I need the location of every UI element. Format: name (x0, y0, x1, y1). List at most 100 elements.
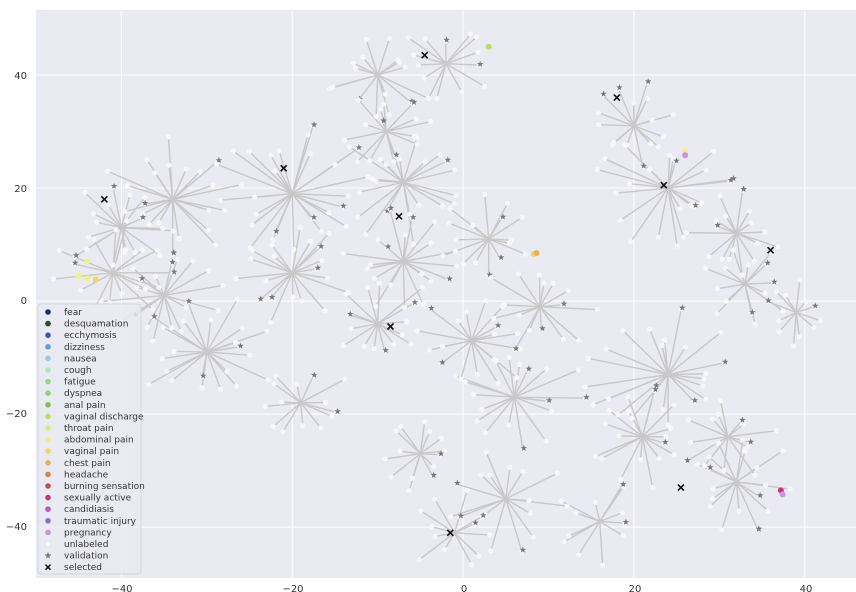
cluster-spoke (112, 186, 123, 228)
cluster-spoke (484, 498, 507, 515)
unlabeled-point (453, 263, 459, 269)
cluster-spoke (107, 170, 173, 200)
cluster-spoke (454, 532, 480, 557)
cluster-spoke (402, 181, 443, 207)
validation-point (747, 438, 754, 445)
cluster-spoke (167, 136, 174, 200)
cluster-spoke (490, 498, 507, 552)
cluster-spoke (357, 74, 379, 101)
unlabeled-point (105, 202, 111, 208)
cluster-spoke (292, 193, 343, 208)
unlabeled-point (343, 223, 349, 229)
legend-marker (45, 436, 51, 443)
cluster-spoke (539, 306, 580, 342)
unlabeled-point (308, 238, 314, 244)
cluster-spoke (84, 191, 122, 229)
y-tick-label: −40 (6, 522, 27, 533)
cluster-spoke (453, 490, 468, 533)
legend-label: chest pain (64, 459, 111, 469)
unlabeled-point (600, 562, 606, 568)
validation-point (707, 463, 714, 471)
cluster-spoke (727, 436, 748, 448)
unlabeled-point (550, 281, 556, 287)
cluster-spoke (736, 232, 778, 248)
validation-point (409, 213, 417, 220)
cluster-spoke (513, 368, 547, 398)
cluster-spoke (273, 383, 302, 404)
cluster-spoke (248, 151, 293, 195)
cluster-spoke (419, 431, 431, 454)
cluster-spoke (419, 453, 435, 467)
legend-label: candidiasis (64, 505, 114, 515)
cluster-spoke (291, 147, 359, 195)
cluster-spoke (259, 272, 293, 301)
unlabeled-point (715, 411, 721, 417)
cluster-spoke (735, 190, 744, 234)
cluster-spoke (390, 261, 404, 286)
unlabeled-point (342, 376, 348, 382)
cluster-spoke (424, 38, 447, 65)
cluster-spoke (598, 123, 634, 127)
cluster-spoke (724, 267, 746, 285)
unlabeled-point (307, 151, 313, 157)
unlabeled-point (265, 377, 271, 383)
cluster-spoke (96, 221, 122, 229)
cluster-spoke (704, 436, 729, 467)
cluster-spoke (365, 39, 379, 76)
cluster-spoke (148, 198, 174, 225)
unlabeled-point (110, 262, 116, 268)
cluster-spoke (688, 419, 729, 438)
unlabeled-point (150, 307, 156, 313)
cluster-spoke (641, 436, 654, 488)
unlabeled-point (139, 247, 145, 253)
cluster-spoke (172, 198, 210, 211)
unlabeled-point (647, 167, 653, 173)
unlabeled-point (660, 407, 666, 413)
unlabeled-point (356, 97, 362, 103)
cluster-spoke (667, 373, 703, 387)
unlabeled-point (318, 425, 324, 431)
unlabeled-point (239, 325, 245, 331)
unlabeled-point (421, 75, 427, 81)
unlabeled-point (620, 328, 626, 334)
cluster-spoke (399, 450, 421, 455)
cluster-spoke (206, 298, 238, 353)
unlabeled-point (474, 371, 480, 377)
cluster-spoke (163, 294, 187, 308)
validation-point (620, 480, 627, 487)
unlabeled-point (606, 396, 612, 402)
cluster-spoke (631, 374, 669, 419)
cluster-spoke (667, 158, 675, 189)
cluster-spoke (442, 238, 489, 257)
validation-point (560, 300, 568, 307)
unlabeled-point (452, 167, 458, 173)
legend-entry: fear (45, 308, 82, 318)
cluster-spoke (727, 430, 777, 438)
cluster-spoke (386, 120, 431, 133)
unlabeled-point (122, 209, 128, 215)
unlabeled-point (765, 508, 771, 514)
legend-label: dizziness (64, 343, 105, 353)
unlabeled-point (703, 167, 709, 173)
unlabeled-point (440, 203, 446, 209)
cluster-spoke (662, 374, 669, 410)
unlabeled-point (592, 499, 598, 505)
cluster-spoke (668, 372, 706, 376)
cluster-spoke (291, 272, 326, 312)
unlabeled-point (783, 292, 789, 298)
cluster-spoke (440, 340, 473, 365)
unlabeled-point (382, 91, 388, 97)
unlabeled-point (576, 338, 582, 344)
unlabeled-point (448, 514, 454, 520)
unlabeled-point (596, 122, 602, 128)
cluster-spoke (721, 232, 738, 260)
cluster-spoke (270, 154, 293, 195)
cluster-spoke (641, 436, 660, 459)
unlabeled-point (575, 367, 581, 373)
unlabeled-point (463, 309, 469, 315)
unlabeled-point (146, 381, 152, 387)
cluster-spoke (377, 74, 429, 99)
selected-marker (767, 246, 775, 254)
unlabeled-point (329, 413, 335, 419)
unlabeled-point (160, 226, 166, 232)
